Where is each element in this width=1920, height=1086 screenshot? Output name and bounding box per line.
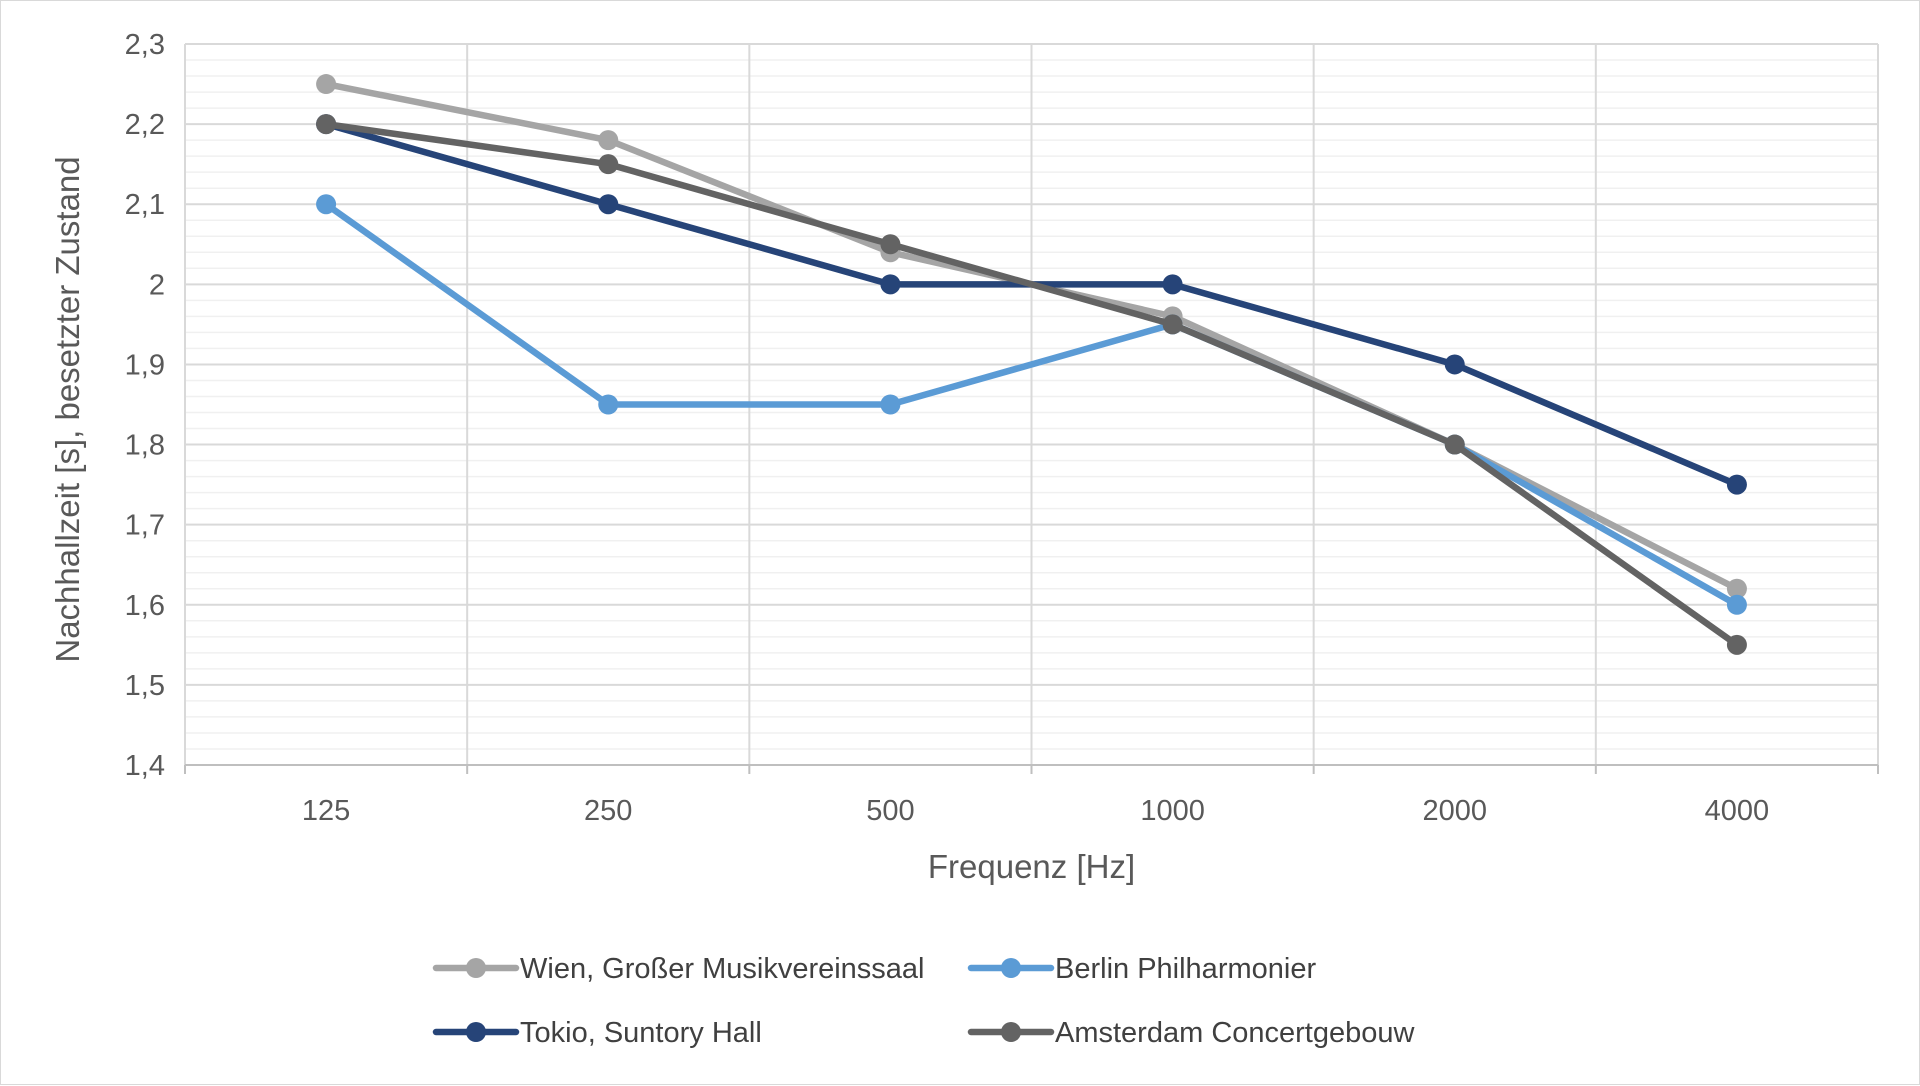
x-tick-label: 500: [866, 795, 914, 827]
legend-item: Tokio, Suntory Hall: [432, 1017, 762, 1049]
y-tick-label: 2,2: [125, 109, 165, 141]
data-point: [880, 394, 901, 415]
series-line: [322, 120, 1741, 649]
y-tick-label: 1,8: [125, 430, 165, 462]
legend-label: Berlin Philharmonier: [1055, 953, 1316, 985]
data-point: [316, 114, 337, 135]
data-point: [598, 194, 619, 215]
legend-label: Amsterdam Concertgebouw: [1055, 1017, 1415, 1049]
x-tick-label: 1000: [1140, 795, 1205, 827]
x-tick-label: 2000: [1422, 795, 1487, 827]
axes: [184, 764, 1879, 774]
y-tick-label: 1,9: [125, 349, 165, 381]
data-point: [1726, 474, 1747, 495]
data-point: [1162, 314, 1183, 335]
legend-item: Wien, Großer Musikvereinssaal: [432, 953, 925, 985]
data-point: [1726, 594, 1747, 615]
data-point: [1726, 634, 1747, 655]
series-group: [316, 114, 1747, 655]
legend-item: Berlin Philharmonier: [967, 953, 1316, 985]
data-point: [1162, 274, 1183, 295]
data-point: [1444, 434, 1465, 455]
x-axis-title: Frequenz [Hz]: [928, 848, 1135, 885]
data-point: [598, 394, 619, 415]
x-tick-label: 4000: [1705, 795, 1770, 827]
y-tick-label: 1,5: [125, 670, 165, 702]
tick-labels: 1,4 1,5 1,6 1,7 1,8 1,9 2 2,1 2,2 2,3 125 250 500 100…: [125, 29, 1770, 827]
x-tick-label: 250: [584, 795, 632, 827]
data-point: [316, 194, 337, 215]
data-point: [598, 154, 619, 175]
data-point: [880, 274, 901, 295]
y-tick-label: 1,7: [125, 510, 165, 542]
x-tick-label: 125: [302, 795, 350, 827]
y-tick-label: 1,6: [125, 590, 165, 622]
legend-swatch-marker: [1001, 1022, 1021, 1042]
series-line: [322, 200, 1741, 609]
y-tick-label: 2,3: [125, 29, 165, 61]
series-layer: [316, 74, 1747, 655]
data-point: [316, 74, 337, 95]
legend-item: Amsterdam Concertgebouw: [967, 1017, 1415, 1049]
legend-swatch-marker: [466, 1022, 486, 1042]
data-point: [1444, 354, 1465, 375]
major-gridlines: [184, 43, 1879, 765]
legend: Wien, Großer Musikvereinssaal Berlin Phil…: [432, 953, 1415, 1049]
y-axis-title: Nachhallzeit [s], besetzter Zustand: [49, 156, 86, 662]
data-point: [598, 130, 619, 151]
data-point: [1726, 578, 1747, 599]
data-point: [880, 234, 901, 255]
legend-swatch-marker: [1001, 958, 1021, 978]
y-tick-label: 2,1: [125, 189, 165, 221]
y-tick-label: 2: [149, 269, 165, 301]
legend-label: Wien, Großer Musikvereinssaal: [520, 953, 925, 985]
y-tick-label: 1,4: [125, 750, 165, 782]
legend-swatch-marker: [466, 958, 486, 978]
legend-label: Tokio, Suntory Hall: [520, 1017, 762, 1049]
